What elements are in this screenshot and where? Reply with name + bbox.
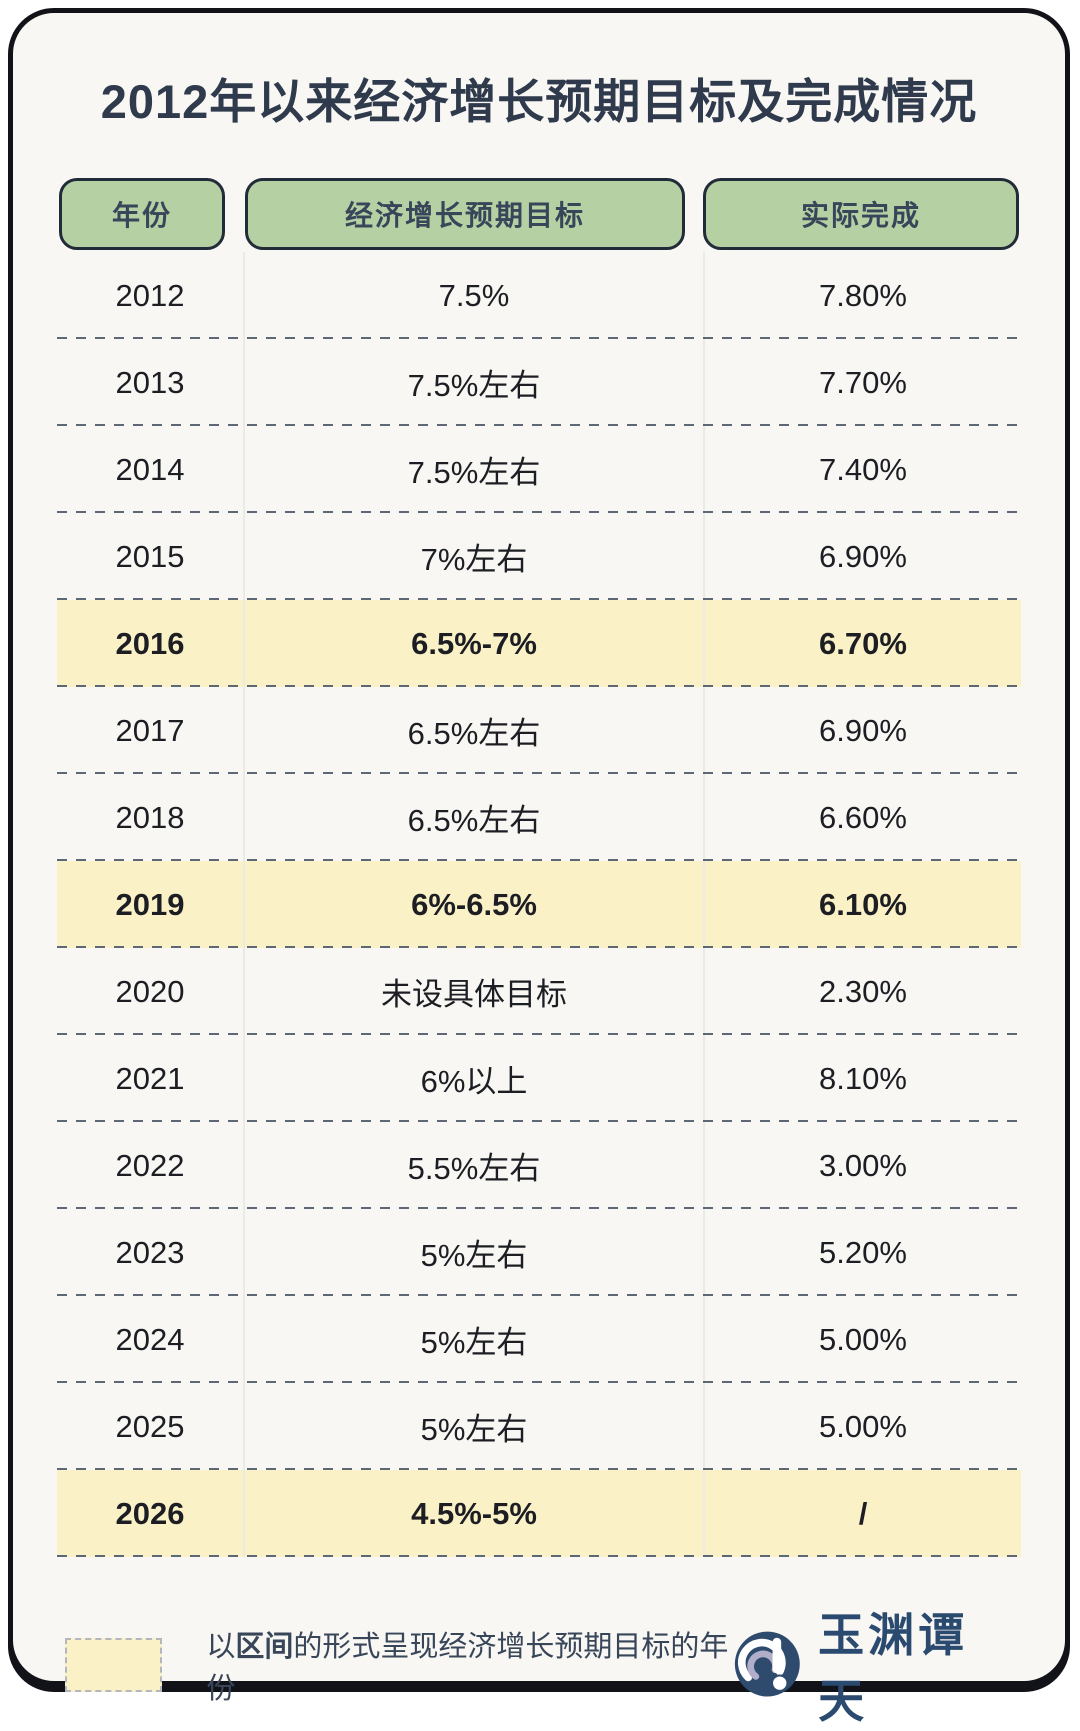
table-row: 2018 6.5%左右 6.60% [57, 774, 1021, 861]
cell-year: 2026 [115, 1495, 185, 1531]
cell-actual: 6.10% [703, 861, 1021, 948]
cell-target: 6.5%左右 [243, 687, 703, 774]
cell-actual: 2.30% [703, 948, 1021, 1035]
cell-actual: 6.60% [703, 774, 1021, 861]
cell-target: 6%-6.5% [243, 861, 703, 948]
cell-actual: 7.40% [703, 426, 1021, 513]
cell-target: 5%左右 [243, 1296, 703, 1383]
cell-actual: 6.90% [703, 513, 1021, 600]
table-row: 2019 6%-6.5% 6.10% [57, 861, 1021, 948]
cell-target: 7%左右 [243, 513, 703, 600]
cell-year: 2012 [115, 277, 185, 313]
cell-actual: / [703, 1470, 1021, 1557]
cell-year: 2025 [115, 1408, 185, 1444]
cell-target: 7.5%左右 [243, 339, 703, 426]
table-row: 2024 5%左右 5.00% [57, 1296, 1021, 1383]
table-row: 2021 6%以上 8.10% [57, 1035, 1021, 1122]
cell-target: 5.5%左右 [243, 1122, 703, 1209]
cell-target: 5%左右 [243, 1209, 703, 1296]
table-row: 2012 7.5% 7.80% [57, 252, 1021, 339]
table-row: 2026 4.5%-5% / [57, 1470, 1021, 1557]
cell-year: 2016 [115, 625, 185, 661]
cell-year: 2018 [115, 799, 185, 835]
brand-name: 玉渊谭天 [818, 1610, 969, 1727]
cell-year: 2019 [115, 886, 185, 922]
table-row: 2023 5%左右 5.20% [57, 1209, 1021, 1296]
cell-actual: 5.20% [703, 1209, 1021, 1296]
header-cell-actual: 实际完成 [703, 178, 1019, 250]
brand-logo-icon [734, 1631, 800, 1697]
table-row: 2017 6.5%左右 6.90% [57, 687, 1021, 774]
legend: 以区间的形式呈现经济增长预期目标的年份 [57, 1623, 732, 1707]
cell-target: 6.5%-7% [243, 600, 703, 687]
infographic-card: 2012年以来经济增长预期目标及完成情况 年份 经济增长预期目标 实际完成 20… [8, 8, 1070, 1727]
cell-actual: 7.70% [703, 339, 1021, 426]
legend-text-suffix: 的形式呈现经济增长预期目标的年份 [206, 1631, 729, 1705]
header-cell-target: 经济增长预期目标 [245, 178, 685, 250]
table-row: 2025 5%左右 5.00% [57, 1383, 1021, 1470]
cell-year: 2021 [115, 1060, 185, 1096]
cell-year: 2024 [115, 1321, 185, 1357]
legend-label: 以区间的形式呈现经济增长预期目标的年份 [206, 1623, 731, 1707]
cell-actual: 5.00% [703, 1383, 1021, 1470]
table-row: 2015 7%左右 6.90% [57, 513, 1021, 600]
cell-actual: 6.90% [703, 687, 1021, 774]
cell-year: 2015 [115, 538, 185, 574]
cell-year: 2013 [115, 364, 185, 400]
cell-year: 2014 [115, 451, 185, 487]
cell-actual: 6.70% [703, 600, 1021, 687]
header-cell-year: 年份 [59, 178, 225, 250]
cell-target: 4.5%-5% [243, 1470, 703, 1557]
table-row: 2020 未设具体目标 2.30% [57, 948, 1021, 1035]
cell-actual: 8.10% [703, 1035, 1021, 1122]
brand: 玉渊谭天 [732, 1599, 1009, 1731]
table-row: 2016 6.5%-7% 6.70% [57, 600, 1021, 687]
cell-target: 5%左右 [243, 1383, 703, 1470]
table-row: 2014 7.5%左右 7.40% [57, 426, 1021, 513]
cell-year: 2020 [115, 973, 185, 1009]
legend-text-bold: 区间 [235, 1631, 294, 1663]
cell-target: 7.5%左右 [243, 426, 703, 513]
cell-target: 6%以上 [243, 1035, 703, 1122]
cell-actual: 5.00% [703, 1296, 1021, 1383]
cell-actual: 3.00% [703, 1122, 1021, 1209]
cell-year: 2023 [115, 1234, 185, 1270]
table-row: 2022 5.5%左右 3.00% [57, 1122, 1021, 1209]
table-row: 2013 7.5%左右 7.70% [57, 339, 1021, 426]
cell-actual: 7.80% [703, 252, 1021, 339]
cell-target: 6.5%左右 [243, 774, 703, 861]
cell-year: 2017 [115, 712, 185, 748]
cell-target: 7.5% [243, 252, 703, 339]
legend-highlight-swatch [65, 1638, 163, 1692]
table-header: 年份 经济增长预期目标 实际完成 [57, 178, 1021, 250]
table-body: 2012 7.5% 7.80% 2013 7.5%左右 7.70% 2014 7… [57, 252, 1021, 1557]
legend-text-prefix: 以 [206, 1631, 236, 1663]
page-title: 2012年以来经济增长预期目标及完成情况 [100, 75, 978, 128]
footer: 以区间的形式呈现经济增长预期目标的年份 玉渊谭天 [57, 1599, 1021, 1731]
cell-year: 2022 [115, 1147, 185, 1183]
cell-target: 未设具体目标 [243, 948, 703, 1035]
